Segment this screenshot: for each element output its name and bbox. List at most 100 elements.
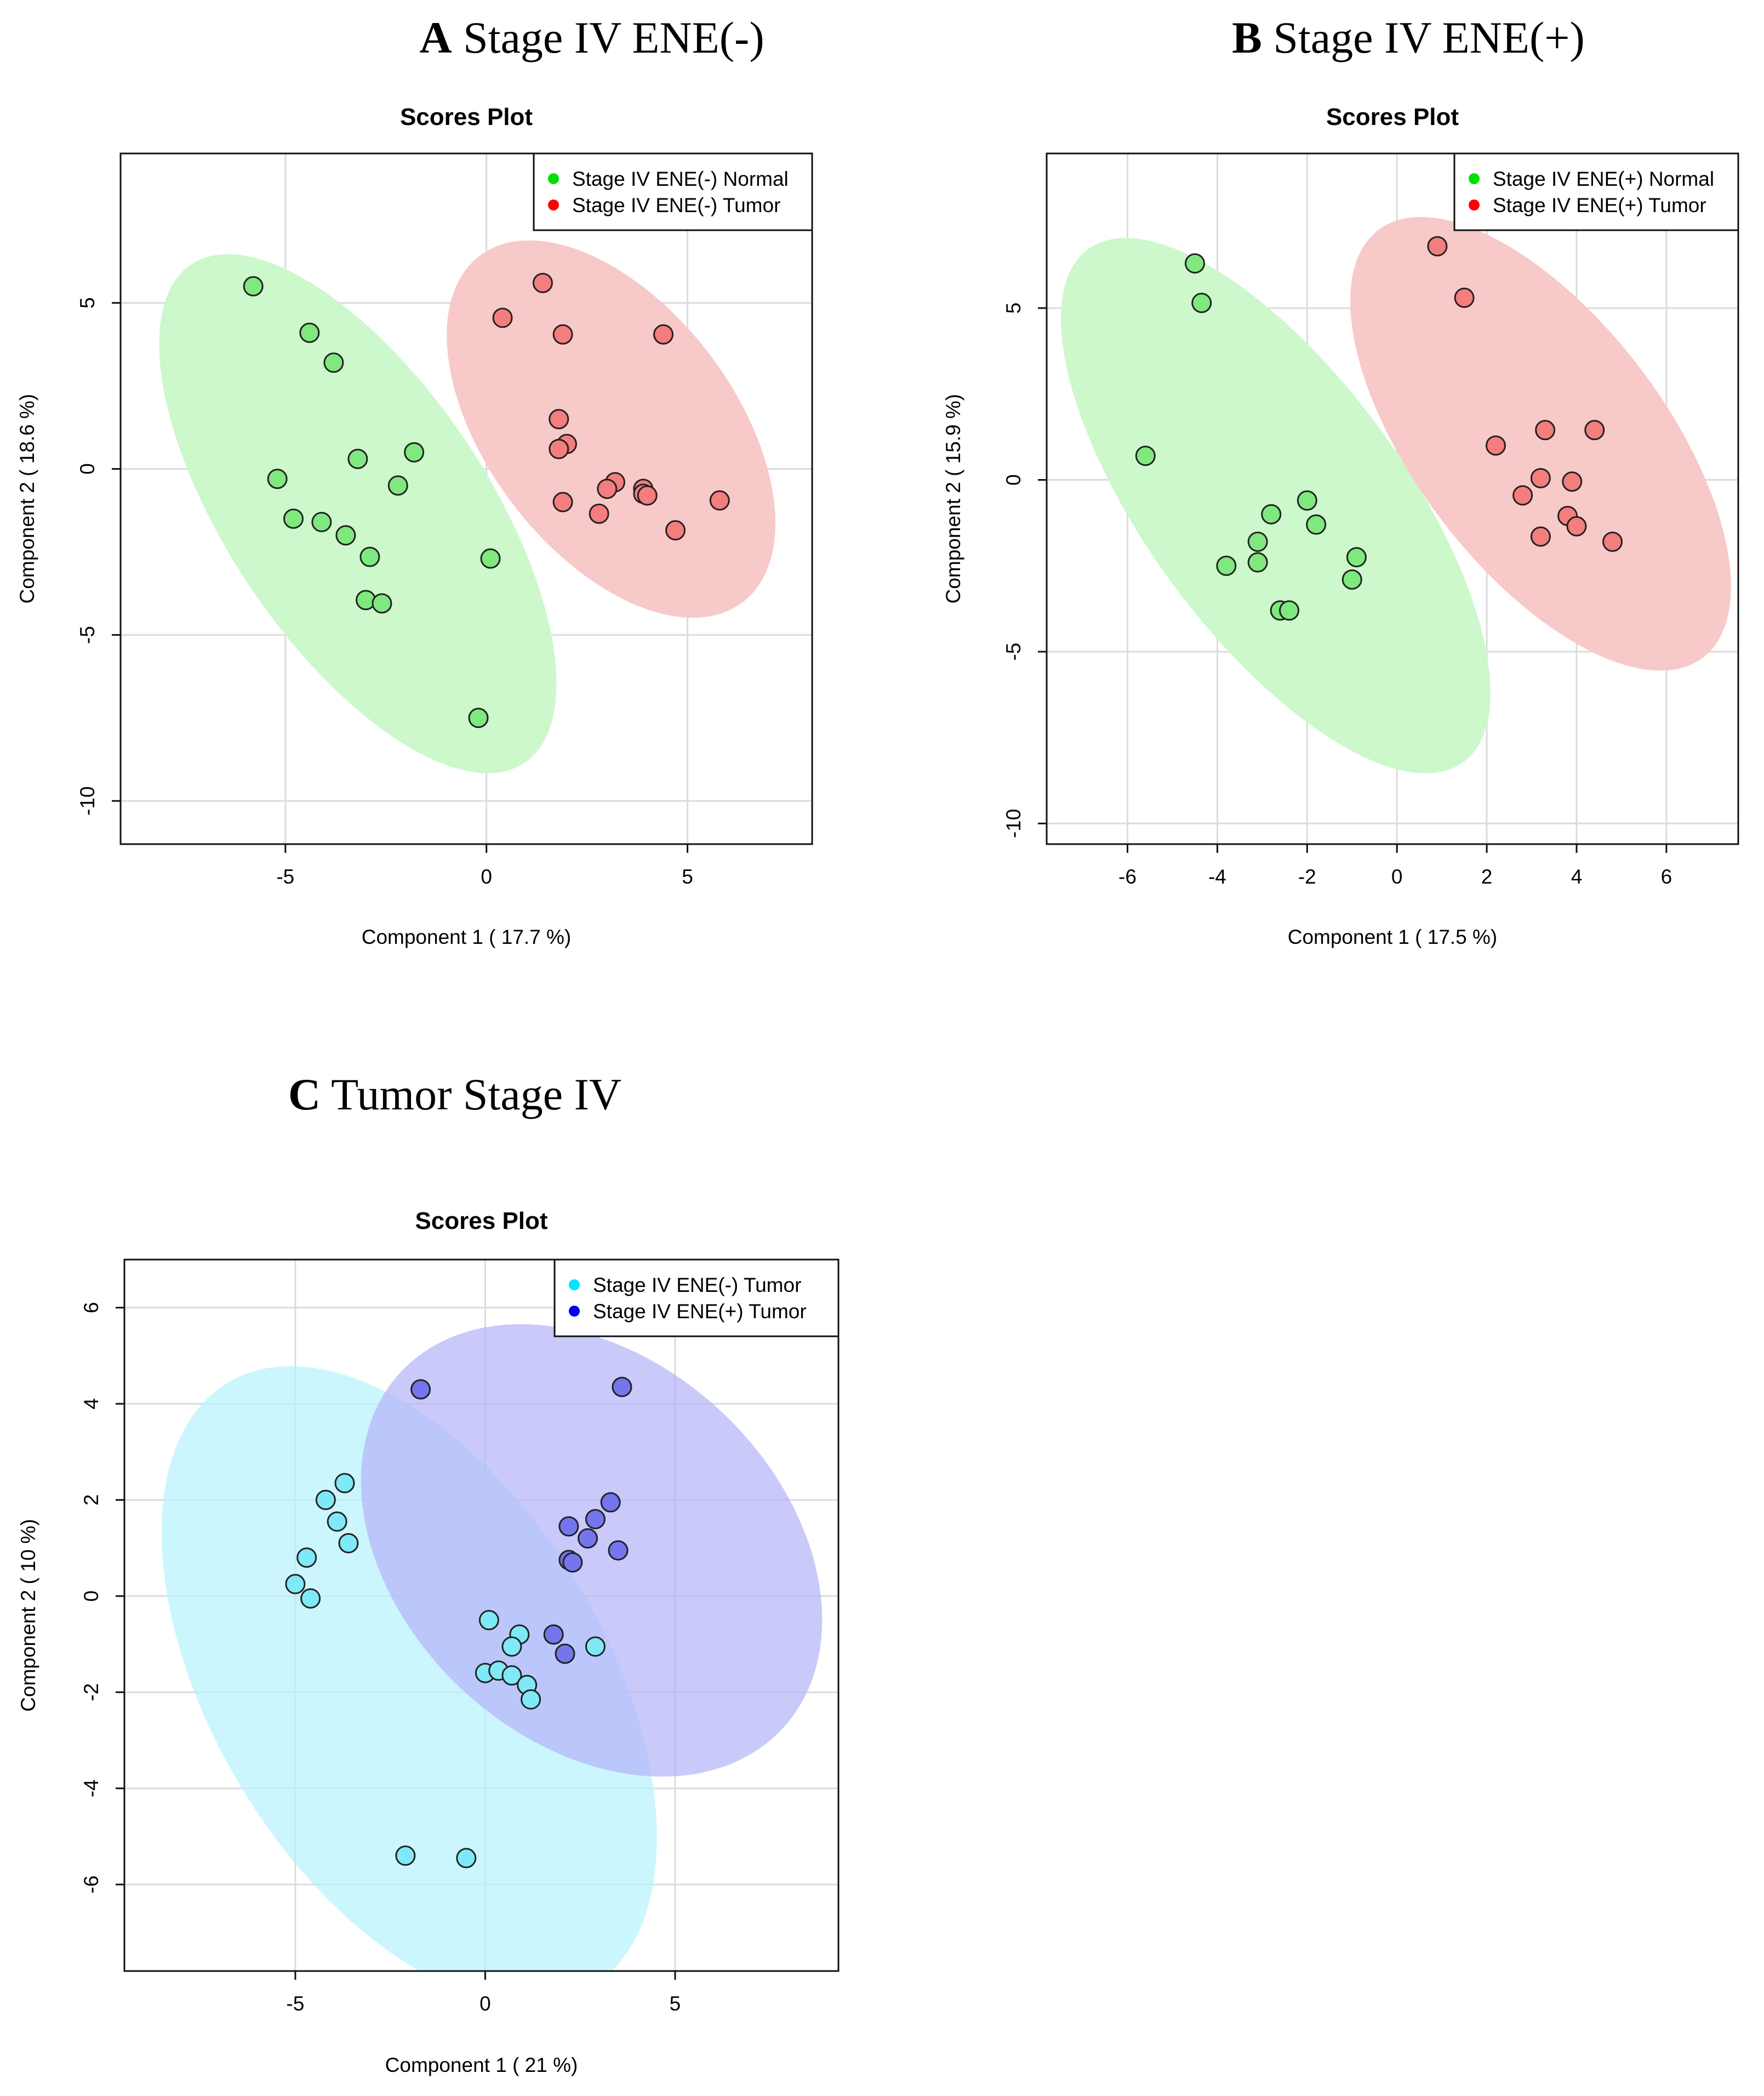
- chart-panel-b: -6 -4 -2 0 2 4 6 -10 -5 0 5 Scores Plot Component 1 …: [942, 104, 1739, 948]
- legend-marker: [548, 173, 559, 184]
- data-point-series-2: [1530, 526, 1551, 547]
- data-point-series-1: [1306, 514, 1327, 535]
- legend-label: Stage IV ENE(+) Normal: [1493, 168, 1714, 190]
- y-tick-label: 0: [76, 463, 99, 475]
- data-point-series-1: [372, 593, 392, 614]
- data-point-series-1: [338, 1533, 359, 1553]
- data-point-series-2: [1427, 236, 1448, 257]
- panel-title-text: Stage IV ENE(+): [1273, 13, 1585, 62]
- data-point-series-1: [468, 708, 489, 728]
- data-point-series-1: [315, 1490, 336, 1511]
- data-point-series-1: [1346, 547, 1367, 568]
- data-point-series-1: [285, 1574, 306, 1594]
- data-point-series-1: [521, 1689, 541, 1710]
- data-point-series-1: [585, 1636, 606, 1657]
- data-point-series-2: [1602, 531, 1623, 552]
- y-tick-label: 0: [1002, 474, 1025, 486]
- data-point-series-1: [404, 442, 425, 463]
- data-point-series-2: [1512, 485, 1533, 506]
- data-point-series-1: [347, 448, 368, 469]
- data-point-series-2: [1530, 468, 1551, 488]
- panel-title-b: B Stage IV ENE(+): [1232, 12, 1585, 64]
- x-tick-label: -5: [286, 1992, 304, 2015]
- data-point-series-2: [597, 479, 618, 499]
- data-point-series-2: [1562, 471, 1583, 492]
- data-point-series-2: [600, 1492, 621, 1513]
- legend-box: [553, 1258, 840, 1337]
- legend-box: [533, 152, 813, 231]
- data-point-series-2: [1566, 516, 1587, 537]
- legend-marker: [569, 1306, 580, 1317]
- y-tick-label: -5: [1002, 643, 1025, 661]
- data-point-series-1: [1279, 600, 1300, 621]
- plot-area: [161, 1324, 823, 1971]
- data-point-series-1: [334, 1473, 355, 1494]
- data-point-series-1: [327, 1511, 347, 1532]
- data-point-series-1: [456, 1848, 477, 1869]
- plot-frame: [1046, 152, 1739, 845]
- confidence-ellipse-1: [161, 1366, 657, 1971]
- y-axis-label: Component 2 ( 18.6 %): [16, 394, 38, 604]
- legend-marker: [1469, 200, 1480, 210]
- x-tick-label: 5: [670, 1992, 681, 2015]
- data-point-series-2: [562, 1552, 583, 1573]
- data-point-series-1: [267, 469, 288, 489]
- x-tick-label: 0: [481, 865, 492, 888]
- x-tick-label: 2: [1481, 865, 1493, 888]
- plot-title: Scores Plot: [415, 1208, 547, 1234]
- legend-marker: [569, 1279, 580, 1290]
- data-point-series-2: [552, 492, 573, 512]
- data-point-series-2: [549, 409, 569, 430]
- panel-title-a: A Stage IV ENE(-): [419, 12, 764, 64]
- data-point-series-1: [501, 1636, 522, 1657]
- legend-marker: [1469, 173, 1480, 184]
- data-point-series-2: [1584, 420, 1605, 441]
- x-axis-label: Component 1 ( 17.5 %): [1288, 926, 1498, 948]
- y-tick-label: -2: [80, 1683, 102, 1701]
- plot-frame: [123, 1258, 840, 1972]
- legend-label: Stage IV ENE(-) Normal: [572, 168, 789, 190]
- data-point-series-2: [608, 1540, 629, 1561]
- data-point-series-1: [1261, 504, 1282, 525]
- x-tick-label: -4: [1208, 865, 1226, 888]
- data-point-series-2: [555, 1643, 575, 1664]
- data-point-series-1: [1184, 253, 1205, 274]
- x-tick-label: 0: [1391, 865, 1403, 888]
- data-point-series-2: [589, 503, 609, 524]
- x-tick-label: 4: [1571, 865, 1583, 888]
- y-axis-label: Component 2 ( 15.9 %): [942, 394, 964, 604]
- y-axis-label: Component 2 ( 10 %): [17, 1519, 39, 1712]
- data-point-series-1: [359, 546, 380, 567]
- data-point-series-2: [549, 438, 569, 459]
- panel-title-c: C Tumor Stage IV: [288, 1069, 621, 1120]
- data-point-series-1: [335, 525, 356, 546]
- data-point-series-1: [1135, 446, 1156, 466]
- confidence-ellipse-1: [159, 254, 557, 773]
- legend-label: Stage IV ENE(+) Tumor: [593, 1300, 807, 1323]
- data-point-series-1: [296, 1547, 317, 1568]
- y-tick-label: -10: [76, 787, 99, 816]
- x-tick-label: -2: [1298, 865, 1316, 888]
- data-point-series-2: [552, 324, 573, 345]
- data-point-series-1: [311, 511, 332, 532]
- y-tick-label: 0: [80, 1591, 102, 1602]
- y-tick-label: -4: [80, 1779, 102, 1797]
- confidence-ellipse-2: [1350, 217, 1731, 671]
- chart-panel-c: -5 0 5 -6 -4 -2 0 2 4 6 Scores Plot Component 1 ( 2…: [17, 1208, 840, 2076]
- data-point-series-1: [1216, 555, 1237, 576]
- data-point-series-1: [1297, 490, 1317, 511]
- x-tick-label: -5: [276, 865, 294, 888]
- data-point-series-2: [585, 1509, 606, 1530]
- legend-label: Stage IV ENE(+) Tumor: [1493, 194, 1706, 217]
- data-point-series-1: [501, 1665, 522, 1686]
- panel-letter: C: [288, 1069, 321, 1119]
- data-point-series-2: [1485, 435, 1506, 456]
- data-point-series-2: [1535, 420, 1556, 441]
- data-point-series-1: [243, 276, 264, 297]
- data-point-series-1: [1191, 293, 1212, 314]
- x-tick-label: -6: [1118, 865, 1137, 888]
- plot-title: Scores Plot: [400, 104, 533, 130]
- y-tick-label: 5: [76, 297, 99, 309]
- legend-marker: [548, 200, 559, 210]
